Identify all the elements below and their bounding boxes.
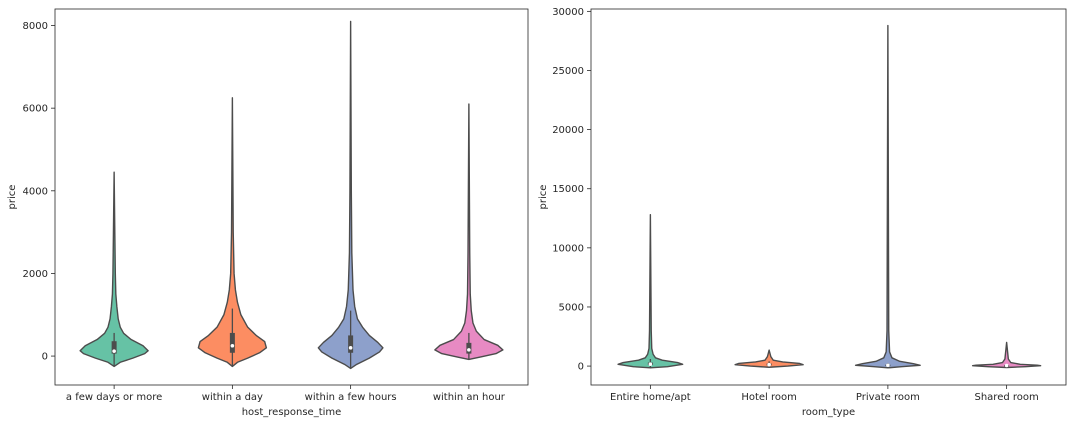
violin-body: [317, 20, 384, 370]
violin-body: [434, 103, 504, 361]
violin-body: [734, 349, 804, 368]
y-tick-label: 8000: [23, 21, 48, 32]
y-axis-label: price: [538, 185, 549, 210]
y-tick-label: 15000: [552, 184, 584, 195]
violin-chart-host-response-time: 0 2000 4000 6000 8000 a few days or more withi…: [7, 8, 529, 418]
violin-body: [79, 171, 149, 368]
violin-within-a-few-hours: [317, 20, 384, 370]
violin-median-point: [648, 362, 653, 366]
violin-private-room: [854, 24, 921, 369]
x-tick-label-hotel-room: Hotel room: [741, 392, 797, 403]
violin-body: [197, 97, 268, 368]
violin-iqr-box: [111, 341, 117, 354]
y-tick-label: 10000: [552, 243, 584, 254]
violin-median-point: [112, 349, 116, 353]
violin-body: [971, 341, 1042, 369]
violin-median-point: [230, 343, 235, 348]
y-tick-label: 2000: [23, 269, 48, 280]
violin-iqr-box: [348, 335, 354, 353]
violin-hotel-room: [734, 349, 804, 368]
violin-shared-room: [971, 341, 1042, 369]
y-tick-label: 25000: [552, 66, 584, 77]
y-tick-label: 4000: [23, 186, 48, 197]
violin-median-point: [767, 362, 771, 367]
violin-a-few-days-or-more: [79, 171, 149, 368]
violin-median-point: [1004, 363, 1009, 368]
x-tick-label-within-a-day: within a day: [202, 392, 263, 403]
violin-iqr-box: [229, 332, 235, 353]
y-axis-label: price: [7, 185, 18, 210]
y-tick-label: 5000: [559, 302, 584, 313]
x-tick-label-within-an-hour: within an hour: [433, 392, 506, 403]
violin-body: [617, 214, 684, 369]
violin-median-point: [467, 348, 471, 352]
y-tick-label: 30000: [552, 7, 584, 18]
axes-frame: [590, 8, 1067, 386]
y-tick-label: 20000: [552, 125, 584, 136]
violin-within-an-hour: [434, 103, 504, 361]
violin-median-point: [348, 346, 353, 350]
x-tick-label-private-room: Private room: [856, 392, 920, 403]
x-tick-label-shared-room: Shared room: [974, 392, 1038, 403]
violin-median-point: [886, 363, 890, 368]
y-tick-label: 0: [578, 362, 584, 373]
x-tick-label-entire-home-apt: Entire home/apt: [610, 392, 691, 403]
x-tick-label-within-a-few-hours: within a few hours: [305, 392, 397, 403]
y-tick-label: 0: [42, 352, 48, 363]
x-tick-label-a-few-days-or-more: a few days or more: [66, 392, 162, 403]
violin-body: [854, 24, 921, 369]
x-axis-label: host_response_time: [242, 407, 342, 418]
violin-entire-home-apt: [617, 214, 684, 369]
y-tick-label: 6000: [23, 104, 48, 115]
violin-chart-room-type: 0 5000 10000 15000 20000 25000 30000 Entire hom…: [538, 7, 1067, 418]
x-axis-label: room_type: [802, 407, 855, 418]
violin-within-a-day: [197, 97, 268, 368]
axes-frame: [54, 8, 529, 386]
